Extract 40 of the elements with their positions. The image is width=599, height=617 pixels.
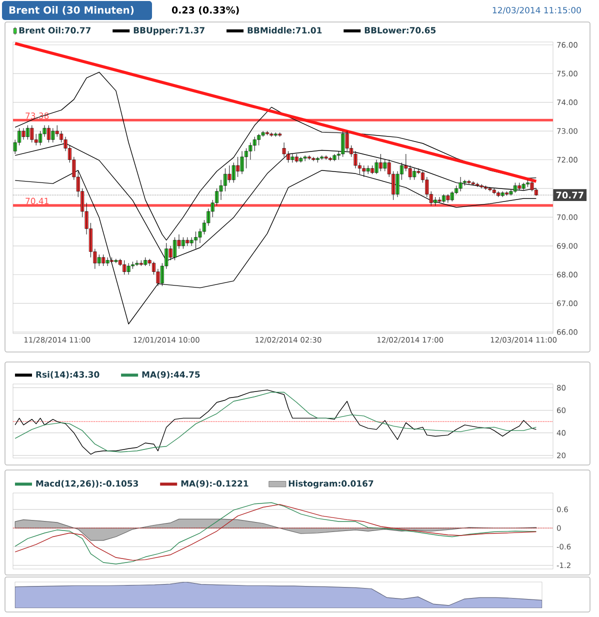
candlestick [106, 257, 110, 266]
candlestick [186, 237, 190, 246]
legend-label: BBLower:70.65 [364, 27, 436, 34]
text: 12/03/2014 11:15:00 [492, 6, 581, 14]
candlestick [438, 196, 442, 204]
chart-title: Brent Oil (30 Minuten) [9, 6, 134, 15]
candlestick [30, 125, 34, 143]
candlestick [290, 154, 294, 163]
legend-label: BBUpper:71.37 [134, 27, 204, 36]
candlestick [51, 128, 55, 143]
candlestick [354, 150, 358, 169]
candlestick [135, 260, 139, 266]
candlestick [518, 182, 522, 190]
candlestick [248, 142, 252, 160]
candlestick [408, 165, 412, 180]
legend-label: Macd(12,26)):-0.1053 [36, 480, 138, 488]
candlestick [22, 128, 26, 140]
candlestick [190, 237, 194, 246]
candlestick [332, 154, 336, 162]
candlestick [522, 182, 526, 190]
candlestick [366, 165, 370, 174]
candlestick [500, 191, 504, 198]
candlestick [509, 190, 513, 196]
legend-label: Histogram:0.0167 [288, 480, 374, 488]
ref-line-label: 70.77 [556, 192, 584, 198]
candlestick [446, 194, 450, 204]
candlestick [228, 165, 232, 183]
candlestick [126, 262, 130, 275]
legend-label: MA(9):-0.1221 [181, 480, 248, 488]
candlestick [458, 176, 462, 192]
candlestick [383, 159, 387, 172]
candlestick [232, 162, 236, 183]
legend-label: Rsi(14):43.30 [36, 371, 100, 379]
candlestick [261, 130, 265, 138]
candlestick [303, 155, 307, 162]
ref-line-label: 70.41 [26, 198, 48, 204]
legend-label: BBMiddle:71.01 [248, 26, 322, 34]
legend-label: Brent Oil:70.77 [19, 26, 91, 34]
legend-label: MA(9):44.75 [142, 371, 200, 379]
chart-subtitle: 0.23 (0.33%) [172, 6, 239, 15]
